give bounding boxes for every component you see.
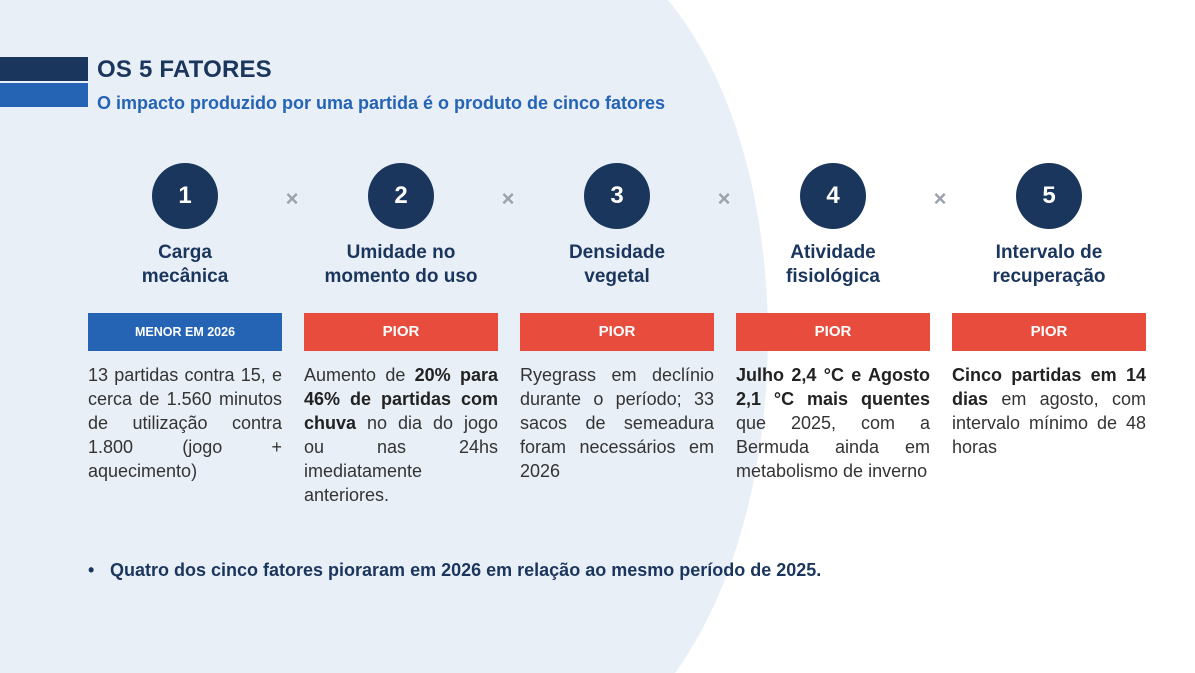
conclusion-text: Quatro dos cinco fatores pioraram em 202…: [110, 560, 822, 580]
factor-number-circle: 5: [1016, 163, 1082, 229]
factor-number-circle: 4: [800, 163, 866, 229]
factor-name: Atividade fisiológica: [736, 241, 930, 291]
status-badge: PIOR: [952, 313, 1146, 351]
factor-description: Ryegrass em declínio durante o período; …: [520, 363, 714, 483]
status-badge: MENOR EM 2026: [88, 313, 282, 351]
page-subtitle: O impacto produzido por uma partida é o …: [97, 93, 666, 113]
factor-number-circle: 1: [152, 163, 218, 229]
desc-text: no dia do jogo ou nas 24hs imediatamente…: [304, 413, 498, 505]
factor-name: Densidade vegetal: [520, 241, 714, 291]
factor-name-line-1: Carga: [158, 242, 212, 263]
factor-4: 4 Atividade fisiológica PIOR Julho 2,4 °…: [736, 163, 930, 483]
factor-name-line-1: Atividade: [790, 242, 876, 263]
desc-text: que 2025, com a Bermuda ainda em metabol…: [736, 413, 930, 481]
factor-name-line-2: momento do uso: [324, 266, 478, 287]
accent-bar-bottom: [0, 83, 88, 107]
factor-name: Umidade no momento do uso: [304, 241, 498, 291]
factor-name: Carga mecânica: [88, 241, 282, 291]
multiply-icon: ×: [933, 186, 947, 211]
desc-highlight: Julho 2,4 °C e Agosto 2,1 °C mais quente…: [736, 365, 930, 409]
factor-3: 3 Densidade vegetal PIOR Ryegrass em dec…: [520, 163, 714, 483]
factor-number-circle: 2: [368, 163, 434, 229]
factor-description: Aumento de 20% para 46% de partidas com …: [304, 363, 498, 507]
status-badge: PIOR: [736, 313, 930, 351]
factor-name-line-1: Densidade: [568, 242, 666, 263]
desc-text: em agosto, com intervalo mínimo de 48 ho…: [952, 389, 1146, 457]
factor-name-line-1: Umidade no: [346, 242, 456, 263]
desc-text: Aumento de: [304, 365, 415, 385]
factor-name-line-2: vegetal: [584, 266, 650, 287]
bullet-icon: •: [88, 560, 95, 580]
desc-text: 13 partidas contra 15, e cerca de 1.560 …: [88, 365, 282, 481]
multiply-icon: ×: [717, 186, 731, 211]
factor-5: 5 Intervalo de recuperação PIOR Cinco pa…: [952, 163, 1146, 459]
status-badge: PIOR: [304, 313, 498, 351]
accent-bar-top: [0, 57, 88, 81]
factor-description: 13 partidas contra 15, e cerca de 1.560 …: [88, 363, 282, 483]
factor-description: Cinco partidas em 14 dias em agosto, com…: [952, 363, 1146, 459]
factor-name-line-2: fisiológica: [786, 266, 880, 287]
factor-2: 2 Umidade no momento do uso PIOR Aumento…: [304, 163, 498, 507]
factor-1: 1 Carga mecânica MENOR EM 2026 13 partid…: [88, 163, 282, 483]
desc-text: Ryegrass em declínio durante o período; …: [520, 365, 714, 481]
factor-name: Intervalo de recuperação: [952, 241, 1146, 291]
multiply-icon: ×: [285, 186, 299, 211]
desc-highlight: Cinco partidas em 14 dias: [952, 365, 1146, 409]
factor-number-circle: 3: [584, 163, 650, 229]
factor-name-line-2: recuperação: [992, 266, 1106, 287]
factor-name-line-1: Intervalo de: [995, 242, 1103, 263]
page-title: OS 5 FATORES: [97, 56, 272, 83]
desc-highlight: 20% para 46% de partidas com chuva: [304, 365, 498, 433]
factor-description: Julho 2,4 °C e Agosto 2,1 °C mais quente…: [736, 363, 930, 483]
status-badge: PIOR: [520, 313, 714, 351]
multiply-icon: ×: [501, 186, 515, 211]
conclusion-bullet: • Quatro dos cinco fatores pioraram em 20…: [88, 560, 821, 581]
factor-name-line-2: mecânica: [141, 266, 229, 287]
